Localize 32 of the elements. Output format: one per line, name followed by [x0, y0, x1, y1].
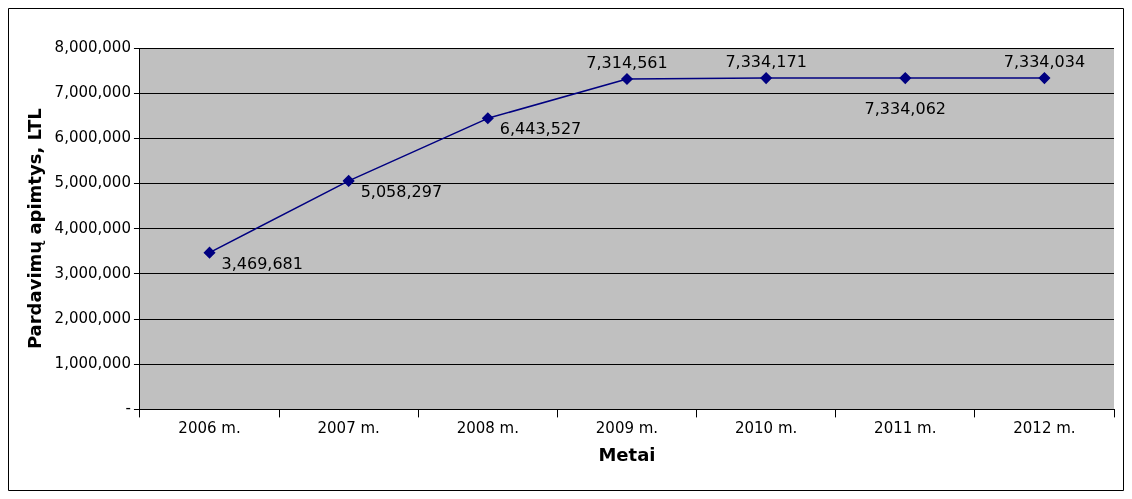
y-tick-label: 2,000,000 — [54, 308, 131, 327]
y-tick-label: - — [125, 399, 131, 418]
y-tick-label: 7,000,000 — [54, 83, 131, 102]
x-tick-label: 2007 m. — [317, 419, 380, 438]
x-tick-label: 2010 m. — [734, 419, 798, 438]
point — [621, 73, 633, 85]
point — [342, 175, 355, 187]
x-tick-label: 2011 m. — [874, 419, 937, 438]
data-label: 6,443,527 — [499, 119, 582, 139]
point — [899, 72, 912, 84]
x-tick-label: 2009 m. — [595, 419, 659, 438]
data-label: 3,469,681 — [221, 253, 303, 273]
y-tick-label: 5,000,000 — [54, 173, 131, 192]
data-label: 5,058,297 — [360, 182, 443, 202]
point — [482, 112, 494, 125]
y-tick-label: 4,000,000 — [54, 218, 131, 237]
x-tick-label: 2008 m. — [456, 419, 519, 438]
data-label: 7,334,062 — [864, 99, 946, 119]
x-tick-label: 2006 m. — [178, 419, 241, 438]
x-axis-title: Metai — [598, 443, 656, 465]
point — [1038, 72, 1051, 84]
point — [203, 246, 216, 259]
y-tick-label: 6,000,000 — [54, 128, 131, 147]
y-tick-label: 1,000,000 — [54, 354, 131, 373]
data-label: 7,334,171 — [725, 52, 807, 72]
data-label: 7,314,561 — [586, 53, 668, 73]
data-label: 7,334,034 — [1003, 52, 1086, 72]
y-tick-label: 8,000,000 — [54, 37, 131, 56]
y-tick-label: 3,000,000 — [54, 263, 131, 282]
x-tick-label: 2012 m. — [1013, 419, 1076, 438]
point — [760, 72, 772, 84]
y-axis-title: Pardavimų apimtys, LTL — [24, 108, 46, 350]
